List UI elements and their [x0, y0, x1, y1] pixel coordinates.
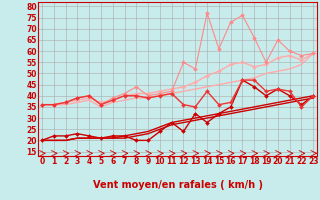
X-axis label: Vent moyen/en rafales ( km/h ): Vent moyen/en rafales ( km/h ): [92, 180, 263, 190]
